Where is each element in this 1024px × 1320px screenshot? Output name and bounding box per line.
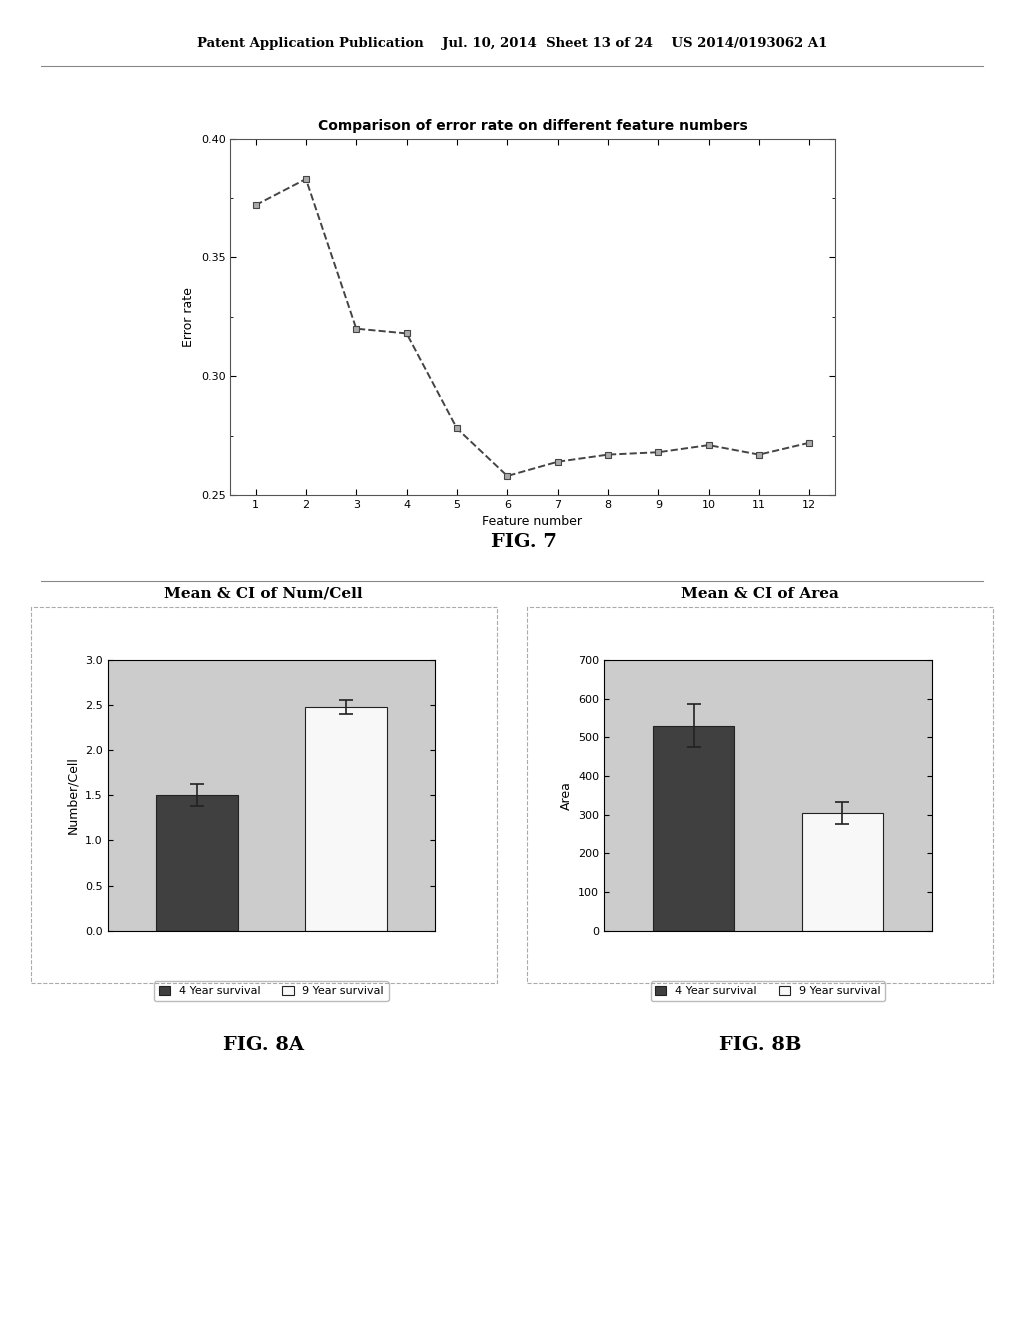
Y-axis label: Number/Cell: Number/Cell (67, 756, 79, 834)
Text: Mean & CI of Num/Cell: Mean & CI of Num/Cell (165, 586, 362, 601)
Text: Patent Application Publication    Jul. 10, 2014  Sheet 13 of 24    US 2014/01930: Patent Application Publication Jul. 10, … (197, 37, 827, 50)
X-axis label: Feature number: Feature number (482, 515, 583, 528)
Text: FIG. 8B: FIG. 8B (719, 1036, 802, 1055)
Y-axis label: Area: Area (560, 781, 572, 809)
Y-axis label: Error rate: Error rate (182, 286, 196, 347)
Bar (802, 813, 884, 931)
Text: FIG. 8A: FIG. 8A (223, 1036, 304, 1055)
Text: Mean & CI of Area: Mean & CI of Area (681, 586, 840, 601)
Legend: 4 Year survival, 9 Year survival: 4 Year survival, 9 Year survival (651, 982, 885, 1001)
Bar (305, 708, 387, 931)
Bar (652, 726, 734, 931)
Text: FIG. 7: FIG. 7 (492, 533, 557, 552)
Title: Comparison of error rate on different feature numbers: Comparison of error rate on different fe… (317, 119, 748, 133)
Legend: 4 Year survival, 9 Year survival: 4 Year survival, 9 Year survival (155, 982, 388, 1001)
Bar (156, 795, 238, 931)
